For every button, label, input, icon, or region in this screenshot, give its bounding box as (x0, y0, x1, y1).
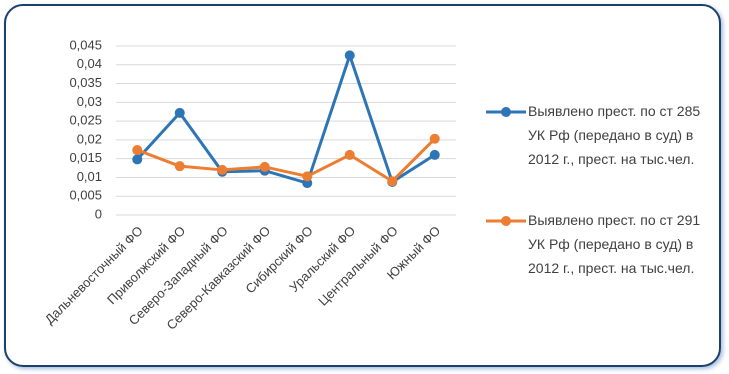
series-line (136, 53, 436, 185)
series-line (136, 137, 436, 183)
legend-entry: Выявлено прест. по ст 291 УК Рф (передан… (528, 212, 701, 276)
data-point (344, 50, 355, 61)
y-tick-label: 0,03 (77, 94, 102, 109)
y-tick-label: 0,02 (77, 131, 102, 146)
data-point (259, 161, 270, 172)
data-point (429, 149, 440, 160)
y-tick-label: 0,04 (77, 56, 102, 71)
data-point (387, 176, 398, 187)
y-tick-label: 0,015 (69, 150, 102, 165)
data-point (132, 154, 143, 165)
y-tick-label: 0,035 (69, 75, 102, 90)
y-tick-label: 0,025 (69, 113, 102, 128)
data-point (217, 164, 228, 175)
data-point (344, 149, 355, 160)
y-tick-label: 0,045 (69, 37, 102, 52)
legend-marker (501, 216, 511, 226)
y-tick-label: 0,005 (69, 188, 102, 203)
y-tick-label: 0,01 (77, 169, 102, 184)
y-tick-label: 0 (95, 206, 102, 221)
frame (4, 4, 721, 367)
data-point (429, 133, 440, 144)
data-point (302, 171, 313, 182)
data-point (132, 145, 143, 156)
legend-entry: Выявлено прест. по ст 285 УК Рф (передан… (528, 103, 701, 167)
data-point (174, 161, 185, 172)
data-point (174, 107, 185, 118)
legend-marker (501, 107, 511, 117)
